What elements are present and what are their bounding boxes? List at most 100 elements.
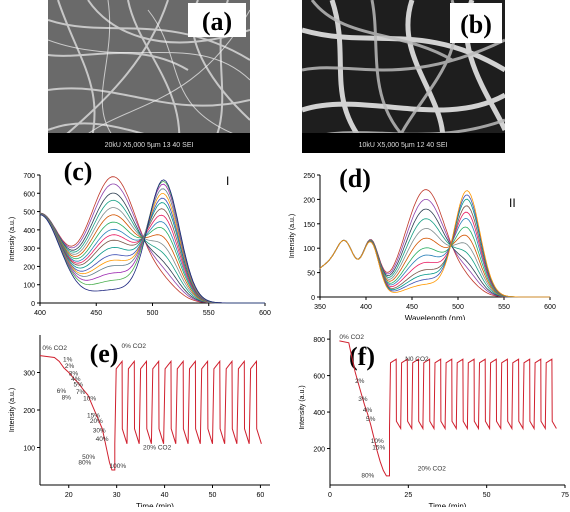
x-tick-label: 450: [90, 310, 102, 317]
y-tick-label: 0: [311, 295, 315, 302]
x-tick-label: 350: [314, 304, 326, 311]
chart-d: (d) II 350 400 450 500 550 600 0 50 100 150 200 250…: [289, 164, 556, 323]
x-tick-label: 450: [406, 304, 418, 311]
x-tick-label: 550: [203, 310, 215, 317]
trace-annotation: 30%: [93, 428, 106, 435]
x-tick-label: 0: [328, 492, 332, 499]
x-tick-label: 500: [452, 304, 464, 311]
spectrum-line: [319, 226, 550, 298]
trace-annotation: 10%: [371, 438, 384, 445]
trace-annotation: 3%: [358, 396, 368, 403]
y-tick-label: 200: [23, 264, 35, 271]
trace-annotation: 8%: [62, 395, 72, 402]
y-tick-label: 200: [303, 197, 315, 204]
x-tick-label: 600: [544, 304, 556, 311]
trace-annotation: 100%: [109, 463, 126, 470]
chart-c-roman: I: [226, 174, 229, 188]
chart-f-container: (f) 0 25 50 75 200 400 600 800 Time (min) Intensi…: [290, 320, 570, 511]
trace-annotation: N0 CO2: [405, 356, 429, 363]
trace-annotation: 3%: [69, 371, 79, 378]
x-tick-label: 600: [259, 310, 271, 317]
spectrum-line: [319, 217, 550, 298]
y-tick-label: 200: [313, 447, 325, 454]
y-tick-label: 500: [23, 210, 35, 217]
trace-annotation: 80%: [361, 473, 374, 480]
sem-a-scalebar-text: 20kU X5,000 5µm 13 40 SEI: [105, 142, 194, 149]
spectrum-line: [319, 199, 550, 298]
trace-annotation: 6%: [57, 388, 67, 395]
spectrum-line: [319, 205, 550, 298]
trace-annotation: 7%: [76, 389, 86, 396]
trace-annotation: 40%: [96, 436, 109, 443]
y-tick-label: 100: [23, 283, 35, 290]
y-tick-label: 700: [23, 173, 35, 180]
panel-d-label: (d): [339, 165, 371, 193]
sem-panel-b: 10kU X5,000 5µm 12 40 SEI (b): [301, 0, 508, 155]
trace-annotation: 15%: [372, 444, 385, 451]
y-tick-label: 600: [23, 191, 35, 198]
y-tick-label: 800: [313, 337, 325, 344]
spectrum-line: [39, 179, 265, 304]
x-axis-label: Time (min): [429, 502, 467, 507]
panel-a-label: (a): [202, 7, 232, 36]
panel-f-label: (f): [349, 342, 375, 371]
chart-e-container: (e) 20 30 40 50 60 100 200 300 Time (min) Intensi…: [0, 320, 290, 511]
spectrum-line: [39, 180, 265, 304]
x-tick-label: 25: [404, 492, 412, 499]
spectrum-line: [319, 198, 550, 298]
x-tick-label: 50: [209, 492, 217, 499]
chart-c: (c) I 400 450 500 550 600 0 100 200 300 400 500 600…: [9, 157, 271, 329]
y-tick-label: 400: [23, 228, 35, 235]
trace-annotation: 5%: [366, 416, 376, 423]
y-axis-label: Intensity (a.u.): [9, 217, 16, 261]
x-tick-label: 400: [360, 304, 372, 311]
x-tick-label: 30: [113, 492, 121, 499]
chart-e: (e) 20 30 40 50 60 100 200 300 Time (min) Intensi…: [9, 335, 270, 511]
spectrum-line: [39, 207, 265, 304]
y-tick-label: 0: [31, 301, 35, 308]
spectrum-line: [319, 234, 550, 298]
x-tick-label: 20: [65, 492, 73, 499]
y-tick-label: 50: [307, 271, 315, 278]
chart-c-container: (c) I 400 450 500 550 600 0 100 200 300 400 500 600…: [0, 155, 285, 329]
trace-annotation: 4%: [71, 376, 81, 383]
x-tick-label: 400: [34, 310, 46, 317]
trace-annotation: 20%: [90, 418, 103, 425]
spectrum-line: [319, 208, 550, 298]
y-tick-label: 100: [303, 246, 315, 253]
trace-annotation: 4%: [363, 407, 373, 414]
y-axis-label: Intensity (a.u.): [289, 214, 296, 258]
x-tick-label: 60: [257, 492, 265, 499]
x-tick-label: 500: [147, 310, 159, 317]
chart-d-container: (d) II 350 400 450 500 550 600 0 50 100 150 200 250…: [283, 164, 570, 323]
trace-annotation: 20% CO2: [418, 465, 447, 472]
trace-annotation: 2%: [65, 363, 75, 370]
spectrum-line: [39, 202, 265, 304]
y-axis-label: Intensity (a.u.): [299, 385, 306, 429]
x-tick-label: 50: [483, 492, 491, 499]
spectrum-line: [39, 176, 265, 304]
trace-annotation: 20% CO2: [143, 444, 172, 451]
trace-annotation: 0% CO2: [42, 345, 67, 352]
trace-annotation: 0% CO2: [121, 343, 146, 350]
y-tick-label: 400: [313, 410, 325, 417]
y-axis-label: Intensity (a.u.): [9, 388, 16, 432]
y-tick-label: 100: [23, 446, 35, 453]
trace-annotation: 80%: [78, 459, 91, 466]
trace-annotation: 1%: [63, 356, 73, 363]
trace-annotation: 0% CO2: [339, 334, 364, 341]
x-tick-label: 75: [561, 492, 569, 499]
chart-d-roman: II: [509, 196, 516, 210]
panel-e-label: (e): [90, 339, 119, 368]
spectrum-line: [39, 183, 265, 304]
sem-image-b: 10kU X5,000 5µm 12 40 SEI (b): [301, 0, 508, 155]
x-tick-label: 550: [498, 304, 510, 311]
chart-f: (f) 0 25 50 75 200 400 600 800 Time (min) Intensi…: [299, 330, 569, 511]
x-axis-label: Time (min): [136, 502, 174, 507]
trace-annotation: 2%: [355, 378, 365, 385]
panel-c-label: (c): [64, 157, 93, 186]
sem-image-a: 20kU X5,000 5µm 13 40 SEI (a): [47, 0, 251, 154]
y-tick-label: 600: [313, 374, 325, 381]
x-axis-label: Wavelength (nm): [405, 314, 466, 320]
panel-b-label: (b): [460, 10, 492, 39]
